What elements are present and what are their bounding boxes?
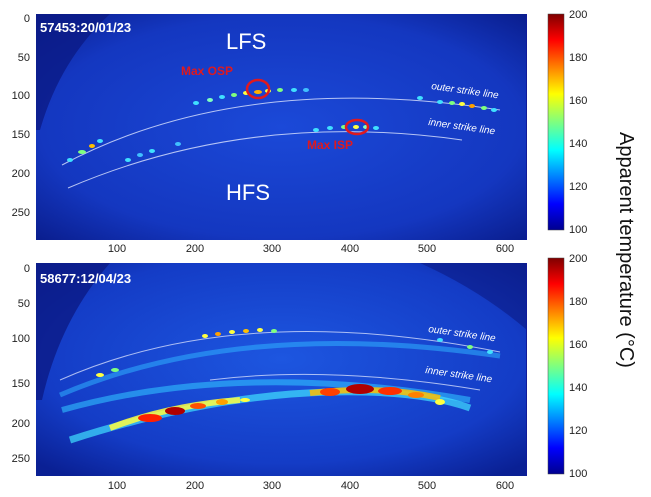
y-tick-label: 200: [12, 168, 30, 180]
panel-top-colorbar: [547, 13, 565, 231]
x-tick-label: 300: [263, 480, 281, 492]
y-tick-label: 0: [24, 13, 30, 25]
colorbar-title: Apparent temperature (°C): [615, 132, 637, 368]
max-isp-marker: [344, 118, 370, 136]
y-tick-label: 100: [12, 333, 30, 345]
max-osp-marker: [245, 78, 271, 100]
x-tick-label: 600: [496, 480, 514, 492]
max-osp-label: Max OSP: [181, 64, 233, 78]
colorbar-tick-label: 200: [569, 9, 587, 21]
panel-bottom-y-ticks: 0 50 100 150 200 250: [12, 263, 30, 465]
panel-top-image: [36, 14, 526, 240]
colorbar-tick-label: 180: [569, 52, 587, 64]
panel-top-id: 57453:20/01/23: [40, 20, 131, 35]
x-tick-label: 300: [263, 243, 281, 255]
panel-bottom: 58677:12/04/23 outer strike line inner s…: [12, 253, 588, 492]
hot-band: [108, 384, 445, 431]
panel-top-x-ticks: 100 200 300 400 500 600: [108, 243, 514, 255]
outer-hotspots: [96, 328, 493, 377]
x-tick-label: 200: [186, 480, 204, 492]
y-tick-label: 150: [12, 378, 30, 390]
panel-bottom-x-ticks: 100 200 300 400 500 600: [108, 480, 514, 492]
max-isp-label: Max ISP: [307, 138, 353, 152]
panel-bottom-id: 58677:12/04/23: [40, 271, 131, 286]
x-tick-label: 500: [418, 243, 436, 255]
colorbar-tick-label: 120: [569, 181, 587, 193]
panel-bottom-colorbar: [547, 257, 565, 475]
colorbar-tick-label: 100: [569, 468, 587, 480]
colorbar-tick-label: 200: [569, 253, 587, 265]
x-tick-label: 400: [341, 480, 359, 492]
inner-strike-line: [209, 373, 481, 391]
colorbar-tick-label: 140: [569, 382, 587, 394]
panel-top: 57453:20/01/23 LFS HFS Max OSP Max ISP o…: [12, 9, 588, 255]
inner-hotspots: [125, 125, 379, 162]
outer-strike-line: [61, 97, 501, 166]
x-tick-label: 500: [418, 480, 436, 492]
y-tick-label: 100: [12, 90, 30, 102]
panel-top-y-ticks: 0 50 100 150 200 250: [12, 13, 30, 219]
lfs-label: LFS: [226, 29, 266, 54]
colorbar-tick-label: 140: [569, 138, 587, 150]
x-tick-label: 200: [186, 243, 204, 255]
x-tick-label: 600: [496, 243, 514, 255]
x-tick-label: 400: [341, 243, 359, 255]
outer-strike-line: [59, 331, 501, 381]
x-tick-label: 100: [108, 243, 126, 255]
panel-bottom-image: [36, 263, 526, 476]
y-tick-label: 150: [12, 129, 30, 141]
y-tick-label: 0: [24, 263, 30, 275]
y-tick-label: 50: [18, 298, 30, 310]
panel-top-colorbar-ticks: 200 180 160 140 120 100: [569, 9, 587, 236]
inner-strike-line: [67, 131, 463, 189]
y-tick-label: 50: [18, 52, 30, 64]
y-tick-label: 250: [12, 207, 30, 219]
y-tick-label: 250: [12, 453, 30, 465]
colorbar-tick-label: 100: [569, 224, 587, 236]
x-tick-label: 100: [108, 480, 126, 492]
colorbar-tick-label: 120: [569, 425, 587, 437]
outer-hotspots: [67, 88, 497, 162]
y-tick-label: 200: [12, 418, 30, 430]
colorbar-tick-label: 160: [569, 339, 587, 351]
colorbar-tick-label: 180: [569, 296, 587, 308]
panel-bottom-colorbar-ticks: 200 180 160 140 120 100: [569, 253, 587, 480]
hfs-label: HFS: [226, 180, 270, 205]
colorbar-tick-label: 160: [569, 95, 587, 107]
